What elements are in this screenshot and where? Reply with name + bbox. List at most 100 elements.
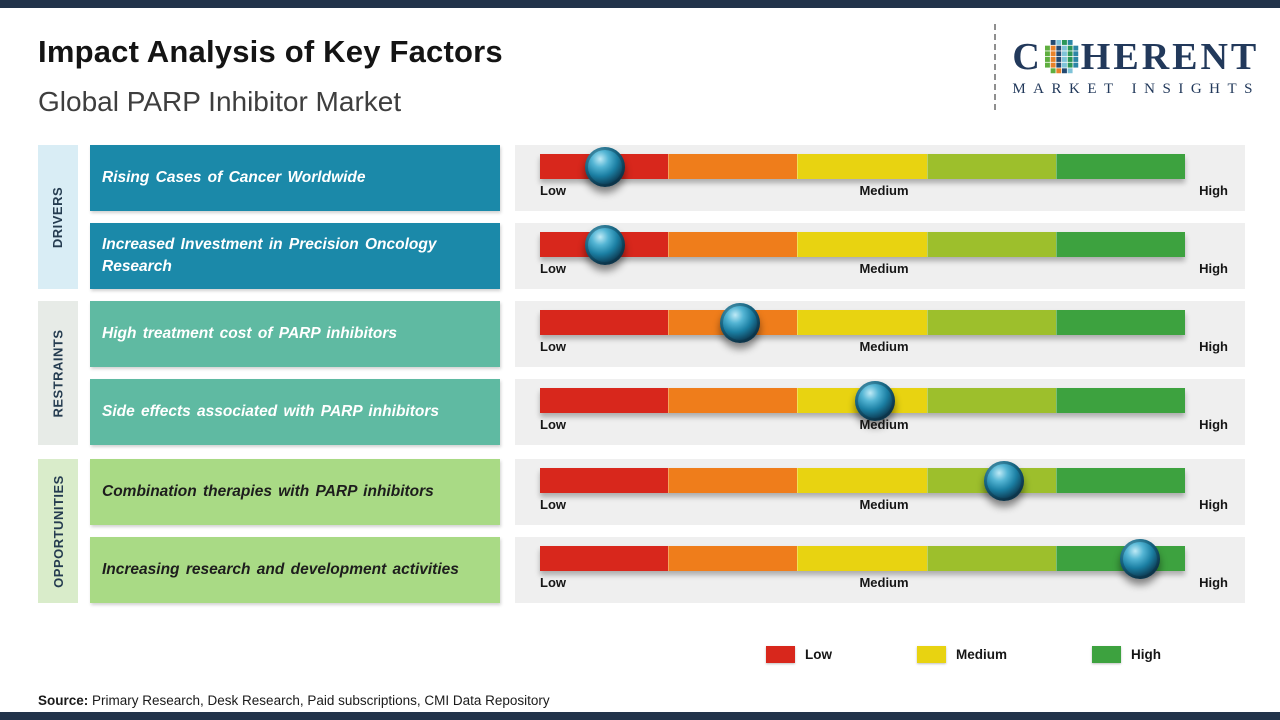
logo-divider [994, 24, 997, 110]
scale-label-high: High [1199, 497, 1228, 512]
logo-brand-c: C [1012, 35, 1043, 78]
scale-labels: Low Medium High [540, 497, 1228, 515]
impact-scale: Low Medium High [515, 223, 1245, 289]
group-strip-restraints: RESTRAINTS [38, 301, 78, 445]
bar-segment [1055, 232, 1186, 257]
bar-segment [1055, 388, 1186, 413]
impact-bar [540, 380, 1186, 421]
impact-marker [719, 302, 760, 343]
scale-labels: Low Medium High [540, 417, 1228, 435]
factor-label: Increasing research and development acti… [102, 560, 459, 578]
logo-text: C HERENT MARKET INSIGHTS [1012, 37, 1260, 98]
factor-box: Increased Investment in Precision Oncolo… [90, 223, 500, 289]
scale-label-low: Low [540, 575, 566, 590]
bar-segment [668, 388, 798, 413]
logo-brand: C HERENT [1012, 37, 1260, 77]
factor-label: Rising Cases of Cancer Worldwide [102, 168, 366, 186]
factor-row: High treatment cost of PARP inhibitors L… [0, 301, 1280, 367]
scale-label-high: High [1199, 261, 1228, 276]
bar-segment [926, 546, 1056, 571]
legend-swatch-medium-icon [917, 646, 946, 663]
scale-label-medium: Medium [859, 183, 909, 198]
source-text: Primary Research, Desk Research, Paid su… [88, 693, 550, 708]
bar-segment [1055, 310, 1186, 335]
impact-scale: Low Medium High [515, 379, 1245, 445]
scale-label-high: High [1199, 339, 1228, 354]
logo-tagline: MARKET INSIGHTS [1012, 80, 1260, 97]
group-strip-drivers: DRIVERS [38, 145, 78, 289]
legend-swatch-low-icon [766, 646, 795, 663]
factor-row: Increased Investment in Precision Oncolo… [0, 223, 1280, 289]
group-strip-opportunities: OPPORTUNITIES [38, 459, 78, 603]
bar-segment [1055, 154, 1186, 179]
scale-label-medium: Medium [859, 339, 909, 354]
factor-label: Increased Investment in Precision Oncolo… [102, 235, 437, 275]
logo-brand-rest: HERENT [1080, 35, 1260, 78]
impact-bar [540, 460, 1186, 501]
impact-marker [584, 146, 625, 187]
impact-marker [1119, 538, 1160, 579]
scale-labels: Low Medium High [540, 261, 1228, 279]
impact-marker [855, 380, 896, 421]
bar-segment [668, 546, 798, 571]
legend-label-high: High [1131, 647, 1162, 662]
logo-mosaic-o-icon [1044, 39, 1079, 74]
impact-marker [584, 224, 625, 265]
legend-item-medium: Medium [917, 646, 1007, 663]
bottom-accent-bar [0, 712, 1280, 720]
legend: Low Medium High [766, 646, 1161, 663]
scale-label-medium: Medium [859, 417, 909, 432]
impact-scale: Low Medium High [515, 459, 1245, 525]
scale-labels: Low Medium High [540, 575, 1228, 593]
legend-swatch-high-icon [1092, 646, 1122, 663]
scale-label-high: High [1199, 417, 1228, 432]
source-line: Source: Primary Research, Desk Research,… [38, 693, 550, 708]
bar-segment [1055, 468, 1186, 493]
impact-bar [540, 146, 1186, 187]
factor-label: High treatment cost of PARP inhibitors [102, 324, 398, 342]
cmi-logo: C HERENT MARKET INSIGHTS [994, 24, 1260, 110]
scale-label-low: Low [540, 339, 566, 354]
bar-segment [540, 388, 669, 413]
factor-box: Side effects associated with PARP inhibi… [90, 379, 500, 445]
scale-label-medium: Medium [859, 497, 909, 512]
scale-labels: Low Medium High [540, 183, 1228, 201]
scale-label-medium: Medium [859, 261, 909, 276]
impact-scale: Low Medium High [515, 301, 1245, 367]
impact-scale: Low Medium High [515, 145, 1245, 211]
scale-label-low: Low [540, 183, 566, 198]
bar-segment [668, 154, 798, 179]
bar-segment [926, 388, 1056, 413]
source-label: Source: [38, 693, 89, 708]
bar-segment [926, 232, 1056, 257]
scale-label-medium: Medium [859, 575, 909, 590]
factor-row: Increasing research and development acti… [0, 537, 1280, 603]
bar-segment [668, 232, 798, 257]
bar-segment [540, 310, 669, 335]
scale-label-low: Low [540, 417, 566, 432]
factor-box: High treatment cost of PARP inhibitors [90, 301, 500, 367]
bar-segment [668, 468, 798, 493]
impact-scale: Low Medium High [515, 537, 1245, 603]
scale-label-high: High [1199, 183, 1228, 198]
legend-item-low: Low [766, 646, 832, 663]
legend-label-low: Low [805, 647, 832, 662]
top-accent-bar [0, 0, 1280, 8]
impact-bar [540, 224, 1186, 265]
factor-row: Rising Cases of Cancer Worldwide Low Med… [0, 145, 1280, 211]
scale-labels: Low Medium High [540, 339, 1228, 357]
bar-segment [926, 154, 1056, 179]
bar-segment [797, 154, 927, 179]
page-title: Impact Analysis of Key Factors [38, 34, 503, 69]
impact-bar [540, 538, 1186, 579]
scale-label-low: Low [540, 497, 566, 512]
factor-row: Side effects associated with PARP inhibi… [0, 379, 1280, 445]
bar-segment [797, 310, 927, 335]
factor-row: Combination therapies with PARP inhibito… [0, 459, 1280, 525]
factor-box: Increasing research and development acti… [90, 537, 500, 603]
bar-segment [797, 546, 927, 571]
legend-label-medium: Medium [956, 647, 1008, 662]
impact-marker [984, 460, 1025, 501]
legend-item-high: High [1092, 646, 1161, 663]
